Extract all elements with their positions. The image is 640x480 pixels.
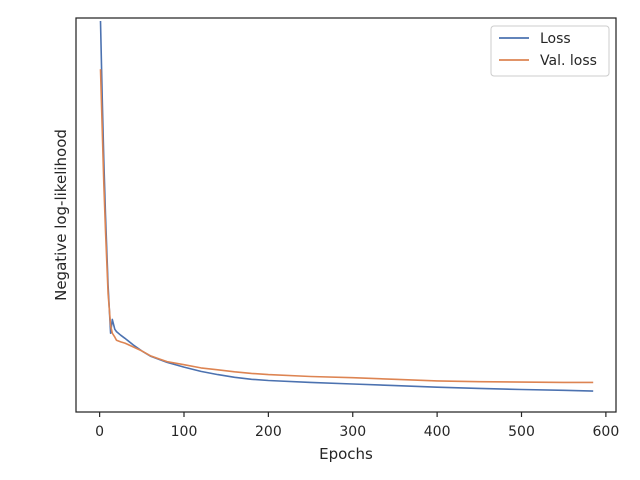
plot-area-frame [75,17,617,413]
legend-label-loss: Loss [540,31,571,47]
x-axis-ticks: 0 100 200 300 400 500 600 [95,412,619,440]
x-tick-label: 500 [508,424,535,440]
series-line-loss [99,20,594,392]
x-axis-label: Epochs [319,445,373,463]
series-line-val-loss [99,69,594,384]
x-tick-label: 200 [255,424,282,440]
x-tick-label: 100 [171,424,198,440]
legend-label-val-loss: Val. loss [540,53,597,69]
y-axis-label: Negative log-likelihood [52,129,70,301]
x-tick-label: 300 [339,424,366,440]
x-tick-label: 600 [593,424,620,440]
legend: Loss Val. loss [490,25,610,77]
series-lines [99,20,594,392]
x-tick-label: 0 [95,424,104,440]
x-tick-label: 400 [424,424,451,440]
